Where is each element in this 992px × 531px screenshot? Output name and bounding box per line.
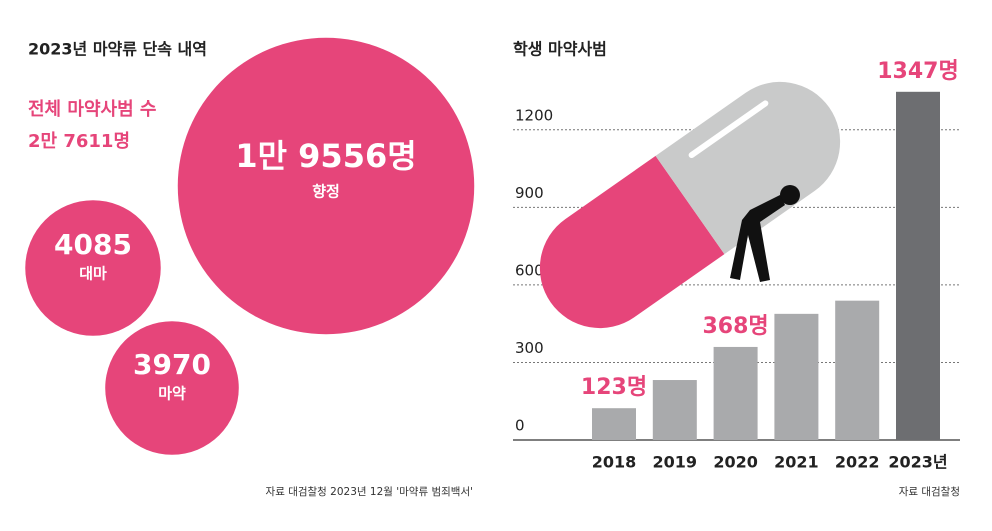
value-label: 368명 <box>703 314 769 339</box>
bar <box>896 91 940 440</box>
subtitle: 전체 마약사범 수 <box>28 98 156 120</box>
bubble-value-label: 3970 <box>133 348 211 381</box>
source: 자료 대검찰청 2023년 12월 '마약류 범죄백서' <box>266 486 473 498</box>
pill-shine <box>688 100 769 159</box>
bar <box>835 300 880 440</box>
bar-layer: 0 300 600 900 1200 2018 123명 2019 2020 368명 2021 20… <box>513 59 960 472</box>
y-tick-label: 1200 <box>515 106 553 124</box>
x-tick-label: 2019 <box>653 453 698 472</box>
pill-half <box>539 155 725 329</box>
bar <box>774 313 819 440</box>
bubble <box>177 37 475 335</box>
y-tick-label: 0 <box>515 417 525 435</box>
bubble-value-label: 4085 <box>54 228 132 261</box>
value-label: 123명 <box>581 375 647 400</box>
chart-title: 2023년 마약류 단속 내역 <box>28 40 207 59</box>
bar <box>652 380 697 440</box>
pill-half <box>655 81 841 255</box>
y-tick-label: 300 <box>515 339 544 357</box>
chart-title: 학생 마약사범 <box>513 40 607 59</box>
x-tick-label: 2023년 <box>888 453 947 472</box>
bubble-category: 향정 <box>312 183 340 201</box>
bubble <box>25 200 161 336</box>
bar <box>592 408 636 440</box>
value-label: 1347명 <box>877 59 958 84</box>
x-tick-label: 2020 <box>713 453 758 472</box>
bubble-category: 대마 <box>79 265 107 283</box>
bar <box>713 346 758 440</box>
source: 자료 대검찰청 <box>899 486 960 498</box>
bubble-category: 마약 <box>158 385 186 403</box>
figure-illustration <box>730 185 800 282</box>
bubble-value-label: 1만 9556명 <box>235 137 416 175</box>
subtitle: 2만 7611명 <box>28 131 130 152</box>
x-tick-label: 2022 <box>835 453 880 472</box>
x-tick-label: 2021 <box>774 453 819 472</box>
x-tick-label: 2018 <box>592 453 637 472</box>
y-tick-label: 600 <box>515 261 544 279</box>
pill-illustration <box>539 81 841 329</box>
bubble <box>105 321 239 455</box>
y-tick-label: 900 <box>515 184 544 202</box>
